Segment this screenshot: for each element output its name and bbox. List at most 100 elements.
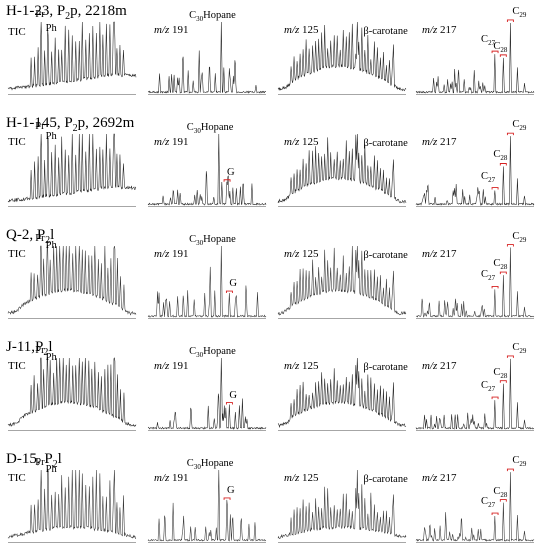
peak-marker (499, 380, 507, 383)
panel-title-mz: m/z (422, 24, 438, 36)
panel-title-mass: 191 (169, 136, 189, 148)
chromatogram-trace (415, 22, 535, 94)
peak-label-text: C (186, 122, 194, 133)
peak-marker (506, 244, 514, 247)
peak-label: β-carotane (363, 26, 407, 37)
peak-marker (491, 50, 499, 54)
peak-label-text: C (189, 346, 197, 357)
peak-marker (499, 54, 507, 57)
peak-label: C29 (512, 119, 526, 132)
panel-title: TIC (8, 360, 26, 372)
panel-title-mass: 217 (437, 360, 457, 372)
panel-title: m/z 125 (284, 248, 319, 260)
sample-title-a: D-15, P (6, 451, 53, 467)
peak-label: C28 (493, 258, 507, 271)
peak-label-sub: 28 (500, 154, 508, 163)
peak-marker (506, 468, 514, 472)
peak-label: C28 (493, 149, 507, 162)
peak-label: C30Hopane (189, 10, 236, 23)
panel-title: m/z 125 (284, 136, 319, 148)
peak-label: C27 (481, 34, 495, 47)
peak-label-text: G (229, 278, 237, 290)
peak-label-sub: 28 (500, 371, 508, 380)
peak-label-sub: 28 (500, 45, 508, 54)
peak-label: C27 (481, 496, 495, 509)
panel-title: m/z 217 (422, 472, 457, 484)
chromatogram-panel-m191: m/z 191 C30Hopane G (147, 226, 267, 326)
peak-label: β-carotane (363, 362, 407, 373)
peak-label: Pr (35, 233, 44, 244)
peak-label-tail: Hopane (203, 346, 236, 357)
peak-label: C29 (512, 342, 526, 355)
chromatogram-panel-m217: m/z 217 C27 C28 C29 (415, 226, 535, 326)
peak-label-text: C (512, 230, 520, 242)
chromatogram-trace (7, 21, 137, 91)
chromatogram-plot (415, 244, 535, 319)
peak-label: C27 (481, 171, 495, 184)
peak-label: G (227, 167, 235, 178)
chromatogram-panel-tic: TIC Pr Ph (7, 2, 137, 102)
peak-label: Pr (35, 345, 44, 356)
panel-title: m/z 217 (422, 136, 457, 148)
panel-title-mass: 191 (169, 472, 189, 484)
peak-label: Ph (46, 352, 57, 363)
panel-title: TIC (8, 472, 26, 484)
panel-title-mz: m/z (284, 472, 300, 484)
chromatogram-plot (277, 469, 407, 543)
chromatogram-panel-m125: m/z 125 β-carotane (277, 226, 408, 326)
chromatogram-plot (415, 132, 535, 207)
chromatogram-panel-m191: m/z 191 C30Hopane G (147, 338, 267, 438)
chromatogram-trace (147, 21, 267, 94)
peak-marker (499, 163, 507, 166)
peak-label: Ph (46, 23, 57, 34)
panel-title-mass: 191 (169, 24, 189, 36)
peak-marker (499, 499, 507, 502)
peak-label: β-carotane (363, 474, 407, 485)
chromatogram-plot (147, 21, 267, 95)
chromatogram-trace (7, 245, 137, 316)
peak-label-text: β-carotane (363, 362, 408, 373)
chromatogram-plot (7, 133, 137, 207)
peak-label-text: β-carotane (363, 474, 408, 485)
chromatogram-plot (7, 357, 137, 431)
panel-title-mass: 217 (437, 24, 457, 36)
peak-label-text: C (189, 10, 197, 21)
panel-title-text: TIC (8, 248, 26, 260)
panel-title-mass: 125 (299, 360, 319, 372)
panel-title-mz: m/z (422, 472, 438, 484)
panel-title: TIC (8, 248, 26, 260)
peak-label-sub: 29 (519, 235, 527, 244)
peak-label-text: Ph (45, 240, 57, 251)
peak-marker (225, 290, 233, 294)
peak-label-text: C (512, 119, 520, 131)
peak-label-tail: Hopane (203, 10, 236, 21)
chromatogram-panel-m191: m/z 191 C30Hopane G (147, 114, 267, 214)
panel-title-text: TIC (8, 472, 26, 484)
peak-label-text: C (493, 366, 501, 378)
panel-title: m/z 191 (154, 136, 189, 148)
peak-label-text: C (512, 341, 520, 353)
peak-label: C30Hopane (189, 234, 236, 247)
peak-label-sub: 27 (488, 175, 496, 184)
peak-label: C29 (512, 6, 526, 19)
chromatogram-trace (7, 133, 137, 203)
chromatogram-trace (277, 469, 407, 539)
peak-label-sub: 29 (519, 124, 527, 133)
chromatogram-plot (147, 357, 267, 431)
peak-label-sub: 30 (196, 15, 204, 24)
peak-marker (499, 271, 507, 275)
peak-label-text: Ph (45, 352, 57, 363)
peak-label-text: C (493, 40, 501, 52)
chromatogram-trace (277, 245, 407, 316)
peak-label-text: β-carotane (363, 26, 408, 37)
peak-label: β-carotane (363, 138, 407, 149)
chromatogram-panel-m217: m/z 217 C27 C28 C29 (415, 338, 535, 438)
chromatogram-panel-m125: m/z 125 β-carotane (277, 114, 408, 214)
chromatogram-panel-m191: m/z 191 C30Hopane (147, 2, 267, 102)
peak-label-tail: Hopane (203, 234, 236, 245)
chromatogram-trace (415, 358, 535, 430)
peak-label-sub: 30 (196, 239, 204, 248)
peak-marker (491, 285, 499, 289)
chromatogram-trace (277, 133, 407, 204)
